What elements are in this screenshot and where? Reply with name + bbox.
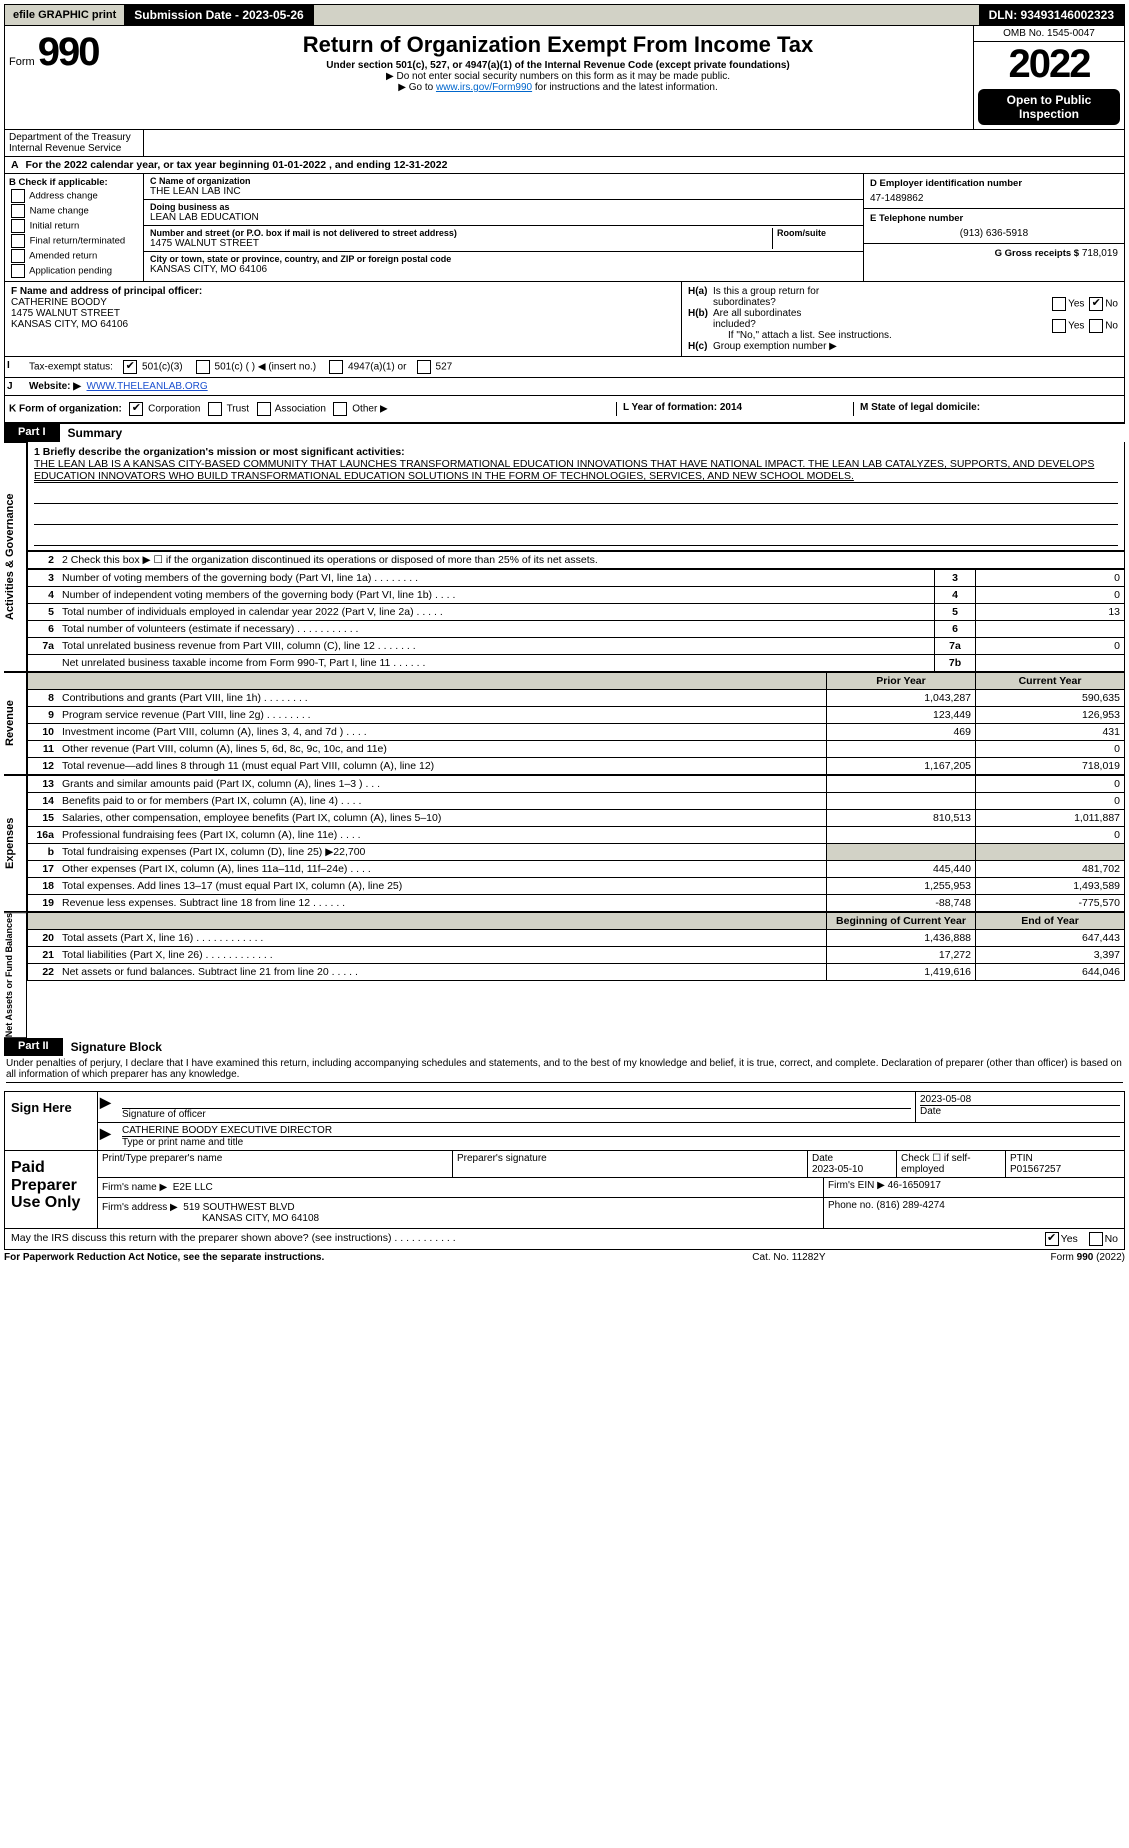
expenses-table: 13Grants and similar amounts paid (Part … <box>27 775 1125 912</box>
side-revenue: Revenue <box>4 672 27 775</box>
side-expenses: Expenses <box>4 775 27 912</box>
org-name: THE LEAN LAB INC <box>150 186 857 197</box>
dept-row: Department of the Treasury Internal Reve… <box>4 130 1125 157</box>
firm-name: E2E LLC <box>173 1182 213 1193</box>
phone-value: (913) 636-5918 <box>870 224 1118 239</box>
sign-date: 2023-05-08 <box>920 1094 1120 1106</box>
discuss-no[interactable] <box>1089 1232 1103 1246</box>
chk-assoc[interactable] <box>257 402 271 416</box>
tax-year: 2022 <box>974 42 1124 87</box>
hb-no[interactable] <box>1089 319 1103 333</box>
prep-date: 2023-05-10 <box>812 1164 863 1175</box>
form-of-org: K Form of organization: Corporation Trus… <box>9 402 616 416</box>
chk-501c3[interactable] <box>123 360 137 374</box>
top-bar: efile GRAPHIC print Submission Date - 20… <box>4 4 1125 26</box>
officer-typed-name: CATHERINE BOODY EXECUTIVE DIRECTOR <box>122 1125 1120 1137</box>
governance-table: 22 Check this box ▶ ☐ if the organizatio… <box>27 551 1125 569</box>
form-subtitle: Under section 501(c), 527, or 4947(a)(1)… <box>149 60 967 71</box>
chk-initial-return[interactable]: Initial return <box>9 219 139 233</box>
chk-final-return[interactable]: Final return/terminated <box>9 234 139 248</box>
omb-number: OMB No. 1545-0047 <box>974 26 1124 42</box>
arrow-icon: ▶ <box>98 1092 118 1122</box>
ein-value: 47-1489862 <box>870 189 1118 204</box>
hb-yes[interactable] <box>1052 319 1066 333</box>
chk-name-change[interactable]: Name change <box>9 204 139 218</box>
gross-receipts: 718,019 <box>1082 248 1118 259</box>
firm-address: 519 SOUTHWEST BLVD <box>183 1202 294 1213</box>
part1-header: Part I Summary <box>4 424 1125 442</box>
chk-corp[interactable] <box>129 402 143 416</box>
chk-amended[interactable]: Amended return <box>9 249 139 263</box>
discuss-row: May the IRS discuss this return with the… <box>4 1229 1125 1250</box>
section-b-checkboxes: B Check if applicable: Address change Na… <box>5 174 144 281</box>
officer-name: CATHERINE BOODY <box>11 297 107 308</box>
chk-4947[interactable] <box>329 360 343 374</box>
goto-note: ▶ Go to www.irs.gov/Form990 for instruct… <box>149 82 967 93</box>
ha-yes[interactable] <box>1052 297 1066 311</box>
form-990-number: 990 <box>38 30 99 74</box>
submission-date-button[interactable]: Submission Date - 2023-05-26 <box>124 5 313 25</box>
dba-name: LEAN LAB EDUCATION <box>150 212 857 223</box>
revenue-table: Prior Year Current Year 8Contributions a… <box>27 672 1125 775</box>
efile-label: efile GRAPHIC print <box>5 6 124 24</box>
open-to-public-badge: Open to Public Inspection <box>978 89 1120 125</box>
q1-label: 1 Briefly describe the organization's mi… <box>34 446 405 458</box>
line-a: A For the 2022 calendar year, or tax yea… <box>5 157 1124 174</box>
firm-ein: 46-1650917 <box>888 1180 941 1191</box>
year-formation: L Year of formation: 2014 <box>623 402 742 413</box>
form-number-box: Form 990 <box>5 26 143 129</box>
chk-address-change[interactable]: Address change <box>9 189 139 203</box>
irs-link[interactable]: www.irs.gov/Form990 <box>436 82 532 93</box>
perjury-declaration: Under penalties of perjury, I declare th… <box>4 1056 1125 1089</box>
side-netassets: Net Assets or Fund Balances <box>4 912 27 1038</box>
website-link[interactable]: WWW.THELEANLAB.ORG <box>87 381 208 392</box>
tax-exempt-status: Tax-exempt status: 501(c)(3) 501(c) ( ) … <box>25 357 1124 377</box>
chk-501c[interactable] <box>196 360 210 374</box>
ha-no[interactable] <box>1089 297 1103 311</box>
firm-phone: (816) 289-4274 <box>876 1200 944 1211</box>
paid-preparer-label: Paid Preparer Use Only <box>5 1151 98 1228</box>
chk-527[interactable] <box>417 360 431 374</box>
part2-header: Part II Signature Block <box>4 1038 1125 1056</box>
chk-trust[interactable] <box>208 402 222 416</box>
mission-text: THE LEAN LAB IS A KANSAS CITY-BASED COMM… <box>34 458 1118 483</box>
form-header: Form 990 Return of Organization Exempt F… <box>4 26 1125 130</box>
discuss-yes[interactable] <box>1045 1232 1059 1246</box>
sign-here-block: Sign Here ▶ Signature of officer 2023-05… <box>4 1091 1125 1151</box>
ssn-note: ▶ Do not enter social security numbers o… <box>149 71 967 82</box>
side-governance: Activities & Governance <box>4 442 27 672</box>
city-state-zip: KANSAS CITY, MO 64106 <box>150 264 857 275</box>
chk-self-employed[interactable]: Check ☐ if self-employed <box>896 1151 1005 1177</box>
sign-here-label: Sign Here <box>5 1092 98 1150</box>
paid-preparer-block: Paid Preparer Use Only Print/Type prepar… <box>4 1151 1125 1229</box>
governance-rows: 3Number of voting members of the governi… <box>27 569 1125 672</box>
page-footer: For Paperwork Reduction Act Notice, see … <box>4 1250 1125 1265</box>
form-title: Return of Organization Exempt From Incom… <box>149 32 967 58</box>
ptin: P01567257 <box>1010 1164 1061 1175</box>
arrow-icon: ▶ <box>98 1123 118 1150</box>
netassets-table: Beginning of Current Year End of Year 20… <box>27 912 1125 981</box>
chk-pending[interactable]: Application pending <box>9 264 139 278</box>
dln-button[interactable]: DLN: 93493146002323 <box>979 5 1124 25</box>
street-address: 1475 WALNUT STREET <box>150 238 772 249</box>
state-domicile: M State of legal domicile: <box>860 402 980 413</box>
chk-other[interactable] <box>333 402 347 416</box>
